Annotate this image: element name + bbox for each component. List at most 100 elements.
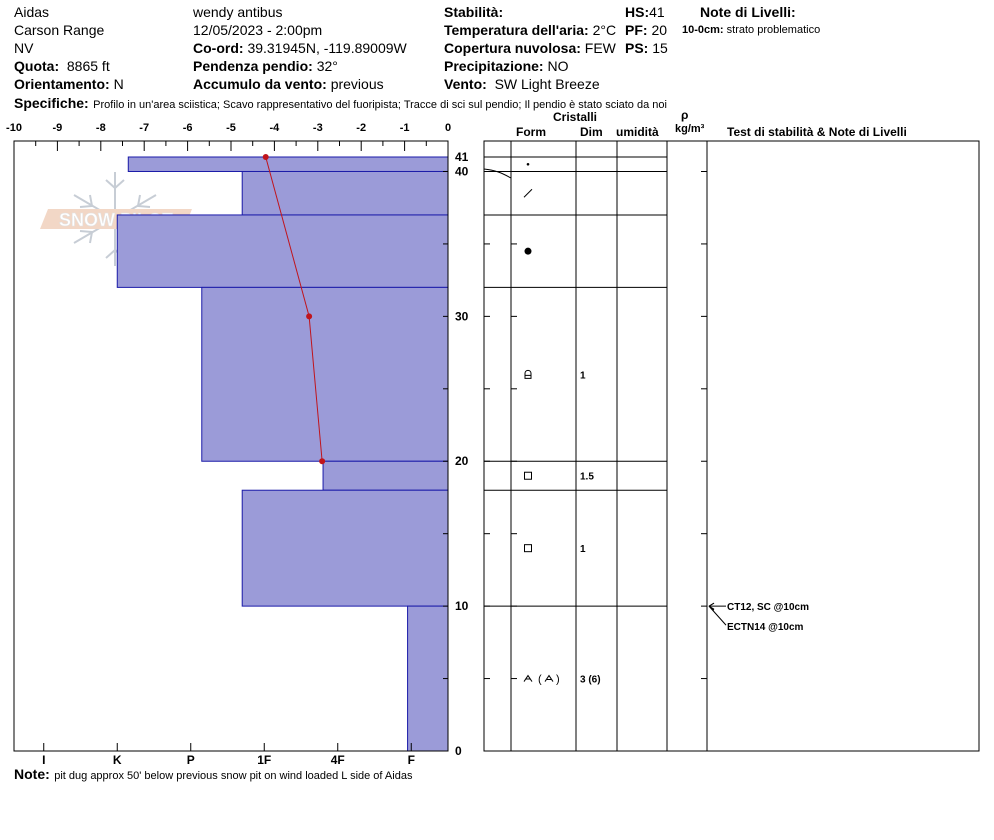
depth-label: 30 [455, 309, 469, 323]
form-faceted-round-icon [524, 369, 532, 379]
ps-value: 15 [652, 40, 668, 56]
moisture-header: umidità [616, 125, 659, 139]
density-unit-header: kg/m³ [675, 123, 705, 135]
hardness-tick-label: F [408, 753, 415, 767]
note-text: pit dug approx 50' below previous snow p… [54, 770, 413, 782]
layers-frame [483, 140, 980, 752]
layer-note-depth: 10-0cm: [682, 24, 724, 36]
hardness-bar [407, 605, 449, 752]
hs-label: HS: [625, 4, 650, 20]
ps: PS: 15 [625, 41, 668, 55]
sky-label: Copertura nuvolosa: [444, 40, 581, 56]
sky-value: FEW [584, 40, 616, 56]
tests-header: Test di stabilità & Note di Livelli [727, 125, 907, 139]
depth-label: 0 [455, 744, 462, 758]
coord-value: 39.31945N, -119.89009W [247, 40, 407, 56]
wind-loading-label: Accumulo da vento: [193, 76, 327, 92]
slope-value: 32° [316, 58, 338, 74]
hardness-bar [201, 286, 449, 462]
form-slash-icon [523, 188, 533, 198]
air-temp: Temperatura dell'aria: 2°C [444, 23, 616, 37]
temp-tick-label: -1 [400, 122, 410, 134]
coord-label: Co-ord: [193, 40, 244, 56]
wind-label: Vento: [444, 76, 487, 92]
temp-tick-label: -6 [183, 122, 193, 134]
temperature-point [262, 154, 269, 160]
hardness-tick-label: 4F [331, 753, 345, 767]
air-temp-value: 2°C [592, 22, 617, 38]
location: Aidas [14, 4, 50, 20]
footer-note: Note: pit dug approx 50' below previous … [14, 767, 412, 783]
temperature-profile [262, 154, 326, 465]
hardness-tick-label: I [42, 753, 45, 767]
specifics-text: Profilo in un'area sciistica; Scavo rapp… [93, 99, 667, 111]
hs: HS:41 [625, 5, 665, 19]
temp-tick-label: -10 [6, 122, 22, 134]
rho-header: ρ [681, 108, 689, 122]
aspect: Orientamento: N [14, 77, 124, 91]
pf-value: 20 [651, 22, 668, 38]
temp-tick-label: -7 [139, 122, 149, 134]
temp-tick-label: -9 [53, 122, 63, 134]
stability-label: Stabilità: [444, 4, 504, 20]
precipitation: Precipitazione: NO [444, 59, 568, 73]
grain-size: 1 [580, 544, 586, 555]
form-depth-hoar-icon [523, 674, 533, 682]
layer-notes-label: Note di Livelli: [700, 4, 796, 20]
wind: Vento: SW Light Breeze [444, 77, 600, 91]
hs-value: 41 [649, 4, 665, 20]
elevation-label: Quota: [14, 58, 60, 74]
air-temp-label: Temperatura dell'aria: [444, 22, 589, 38]
depth-label: 10 [455, 599, 469, 613]
temperature-axis: -10 -9 -8 -7 -6 -5 -4 -3 -2 -1 0 [6, 122, 451, 151]
hardness-tick-label: K [113, 753, 122, 767]
range: Carson Range [14, 22, 105, 38]
temp-tick-label: -8 [96, 122, 106, 134]
form-secondary-open: ( [538, 674, 542, 686]
pf-label: PF: [625, 22, 648, 38]
wind-loading: Accumulo da vento: previous [193, 77, 384, 91]
precip-value: NO [547, 58, 569, 74]
sky-cover: Copertura nuvolosa: FEW [444, 41, 616, 55]
test-arrow-icon [708, 602, 715, 611]
hardness-bar [241, 170, 449, 216]
layer-rows: 1 1.5 1 () 3 (6) [523, 162, 601, 686]
slope: Pendenza pendio: 32° [193, 59, 338, 73]
layer-note-text: strato problematico [726, 24, 821, 36]
hardness-bar [116, 214, 449, 288]
coordinates: Co-ord: 39.31945N, -119.89009W [193, 41, 407, 55]
temperature-point [319, 458, 326, 465]
aspect-label: Orientamento: [14, 76, 110, 92]
temp-tick-label: -5 [226, 122, 236, 134]
specifics-label: Specifiche: [14, 95, 89, 111]
observer: wendy antibus [193, 4, 283, 20]
state: NV [14, 40, 34, 56]
ps-label: PS: [625, 40, 649, 56]
specifics: Specifiche: Profilo in un'area sciistica… [14, 96, 667, 112]
hardness-bar [322, 460, 449, 491]
wind-value: SW Light Breeze [494, 76, 600, 92]
wind-loading-value: previous [330, 76, 384, 92]
slope-label: Pendenza pendio: [193, 58, 313, 74]
datetime: 12/05/2023 - 2:00pm [193, 22, 323, 38]
aspect-value: N [113, 76, 124, 92]
layer-note: 10-0cm: strato problematico [682, 25, 820, 36]
precip-label: Precipitazione: [444, 58, 544, 74]
hardness-tick-label: 1F [257, 753, 271, 767]
pf: PF: 20 [625, 23, 667, 37]
test-result: ECTN14 @10cm [727, 622, 804, 633]
form-faceted-icon [524, 544, 532, 553]
elevation: Quota: 8865 ft [14, 59, 110, 73]
hardness-tick-label: P [187, 753, 195, 767]
form-faceted-icon [524, 471, 532, 480]
depth-label: 40 [455, 164, 469, 178]
form-depth-hoar-secondary-icon [544, 674, 554, 682]
temp-tick-label: 0 [445, 122, 451, 134]
test-pointer [708, 605, 727, 626]
layer-connector [483, 168, 512, 179]
temp-tick-label: -4 [270, 122, 281, 134]
hardness-bar [241, 489, 449, 607]
crystals-header: Cristalli [553, 110, 598, 124]
